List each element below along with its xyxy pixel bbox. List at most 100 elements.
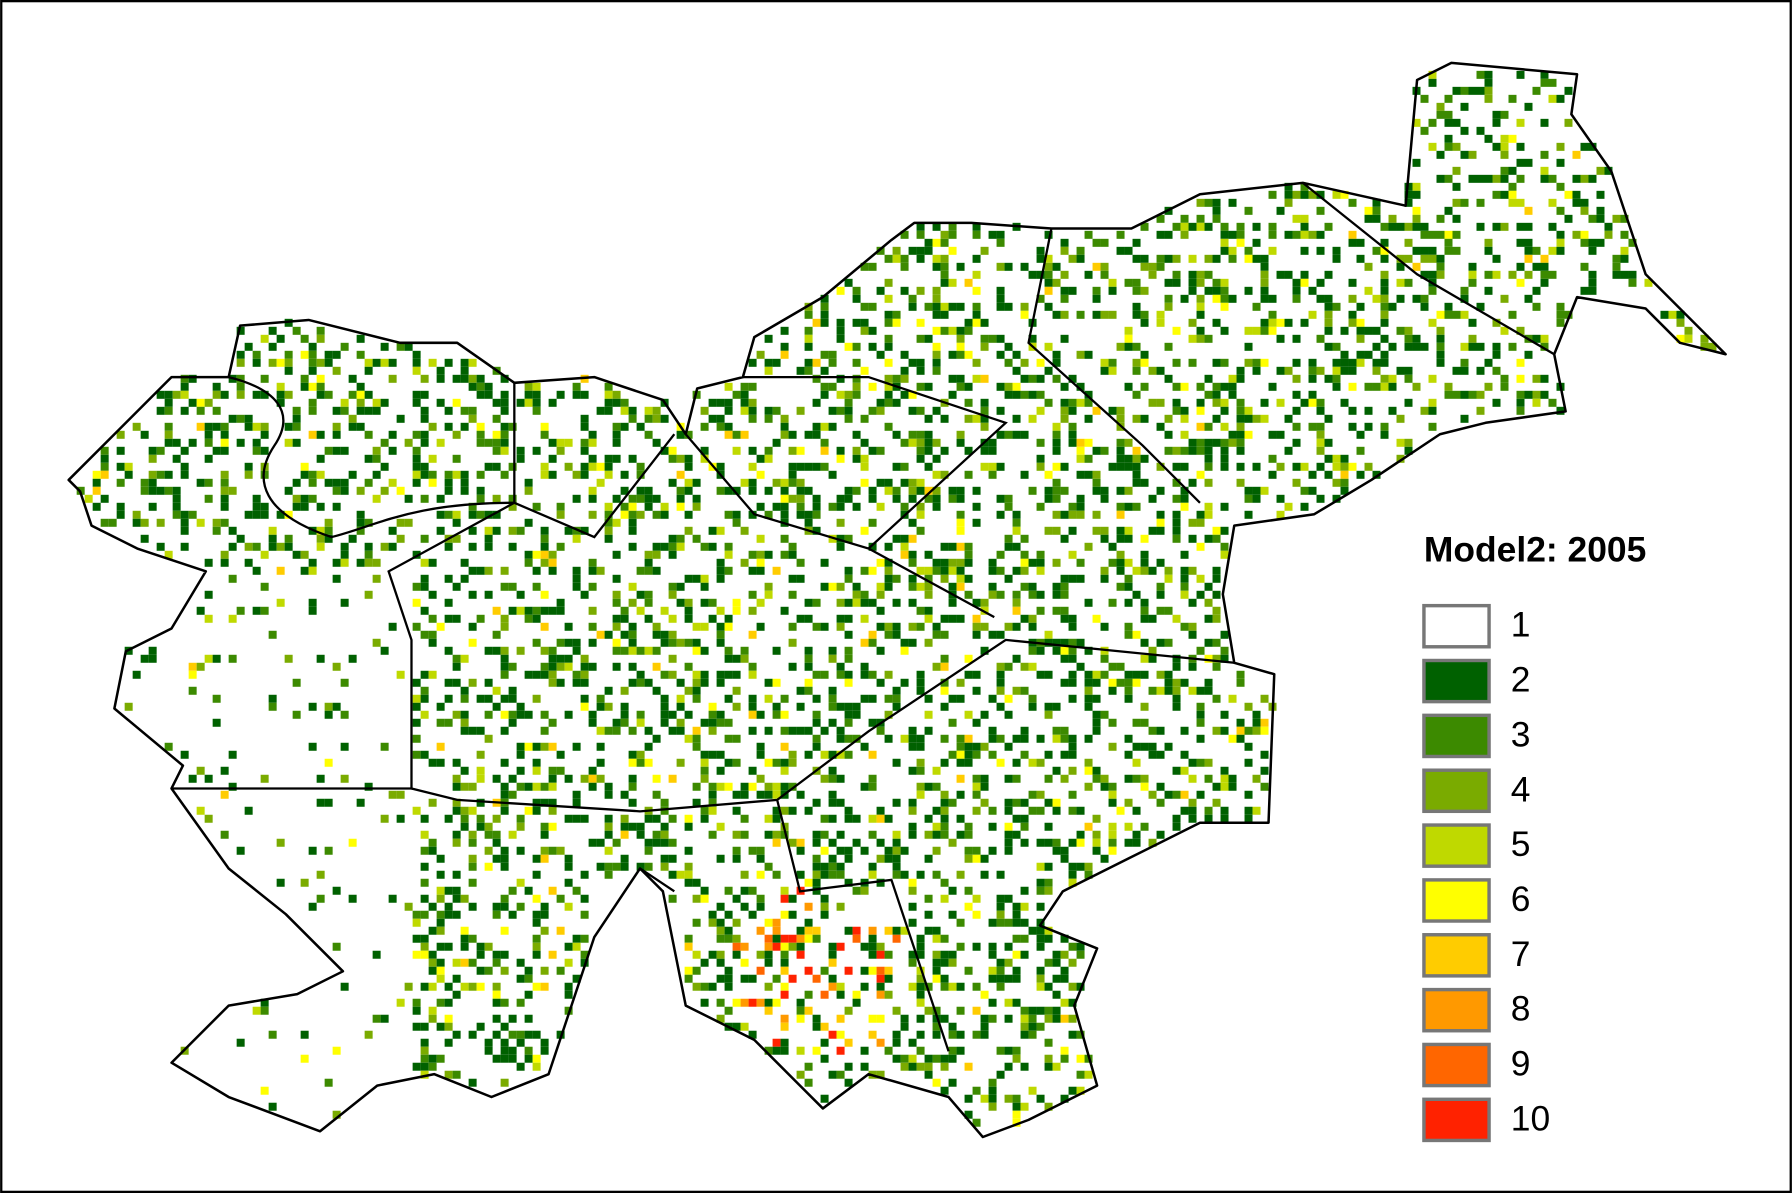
raster-cell [836,798,845,807]
raster-cell [436,918,445,927]
raster-cell [1260,750,1269,759]
raster-cell [588,638,597,647]
raster-cell [436,742,445,751]
raster-cell [460,374,469,383]
raster-cell [1284,366,1293,375]
raster-cell [684,734,693,743]
raster-cell [1212,694,1221,703]
raster-cell [1028,694,1037,703]
raster-cell [516,1038,525,1047]
raster-cell [908,1038,917,1047]
raster-cell [988,822,997,831]
raster-cell [1348,366,1357,375]
raster-cell [740,998,749,1007]
raster-cell [1164,414,1173,423]
raster-cell [756,598,765,607]
raster-cell [724,1006,733,1015]
raster-cell [588,710,597,719]
raster-cell [500,622,509,631]
raster-cell [836,446,845,455]
raster-cell [1060,382,1069,391]
raster-cell [892,838,901,847]
raster-cell [1060,294,1069,303]
raster-cell [564,982,573,991]
raster-cell [460,782,469,791]
raster-cell [548,606,557,615]
raster-cell [1180,406,1189,415]
raster-cell [892,254,901,263]
raster-cell [644,486,653,495]
raster-cell [948,1046,957,1055]
raster-cell [748,1030,757,1039]
raster-cell [1556,206,1565,215]
raster-cell [668,446,677,455]
raster-cell [884,294,893,303]
raster-cell [1212,398,1221,407]
raster-cell [1012,390,1021,399]
raster-cell [484,390,493,399]
raster-cell [532,910,541,919]
raster-cell [596,758,605,767]
raster-cell [1508,270,1517,279]
raster-cell [1468,278,1477,287]
raster-cell [524,886,533,895]
raster-cell [212,694,221,703]
raster-cell [668,534,677,543]
raster-cell [1156,510,1165,519]
raster-cell [1092,766,1101,775]
raster-cell [908,478,917,487]
raster-cell [1380,358,1389,367]
raster-cell [1004,494,1013,503]
raster-cell [148,454,157,463]
raster-cell [940,1086,949,1095]
raster-cell [692,622,701,631]
raster-cell [548,550,557,559]
raster-cell [852,990,861,999]
raster-cell [636,590,645,599]
raster-cell [932,342,941,351]
raster-cell [1132,478,1141,487]
raster-cell [1156,726,1165,735]
raster-cell [764,1006,773,1015]
raster-cell [1100,534,1109,543]
raster-cell [628,774,637,783]
raster-cell [1012,1054,1021,1063]
raster-cell [612,398,621,407]
raster-cell [892,318,901,327]
raster-cell [508,830,517,839]
raster-cell [492,414,501,423]
raster-cell [556,390,565,399]
raster-cell [684,462,693,471]
raster-cell [1044,822,1053,831]
raster-cell [844,278,853,287]
raster-cell [972,230,981,239]
raster-cell [668,478,677,487]
raster-cell [1004,302,1013,311]
raster-cell [1172,494,1181,503]
raster-cell [956,678,965,687]
raster-cell [1484,78,1493,87]
raster-cell [1236,718,1245,727]
raster-cell [1212,358,1221,367]
raster-cell [412,718,421,727]
raster-cell [1148,526,1157,535]
raster-cell [700,422,709,431]
raster-cell [916,734,925,743]
raster-cell [1244,726,1253,735]
raster-cell [484,462,493,471]
raster-cell [1012,622,1021,631]
raster-cell [916,286,925,295]
raster-cell [436,366,445,375]
raster-cell [924,382,933,391]
raster-cell [236,846,245,855]
raster-cell [1556,302,1565,311]
raster-cell [1468,86,1477,95]
raster-cell [220,502,229,511]
raster-cell [532,566,541,575]
raster-cell [1668,310,1677,319]
raster-cell [468,838,477,847]
raster-cell [1444,174,1453,183]
raster-cell [1252,726,1261,735]
raster-cell [572,534,581,543]
raster-cell [1100,710,1109,719]
